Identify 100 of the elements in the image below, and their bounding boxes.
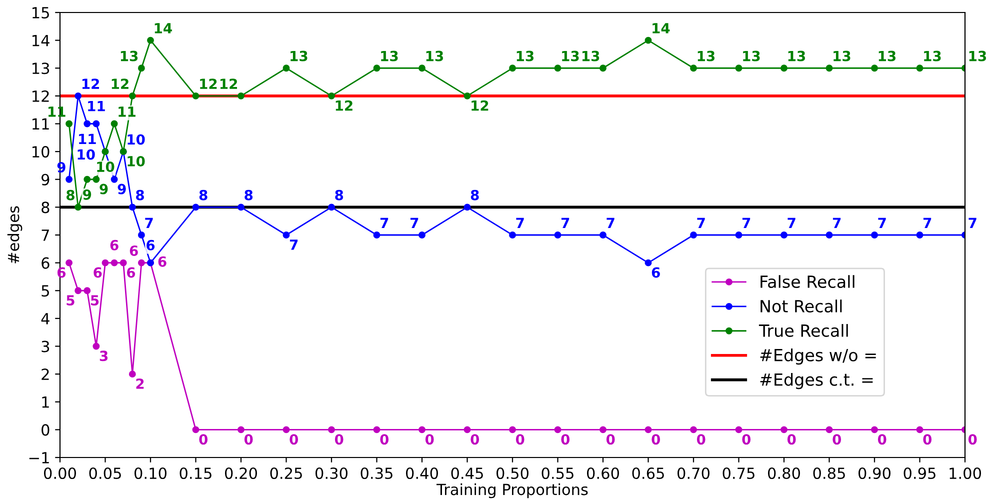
data-label: 12 <box>336 100 352 111</box>
legend-label: True Recall <box>758 324 848 337</box>
x-axis-title: Training Proportions <box>436 483 588 498</box>
point <box>282 232 290 238</box>
data-label: 10 <box>128 134 145 145</box>
point <box>916 426 924 434</box>
point <box>509 64 516 72</box>
point <box>238 204 244 211</box>
point <box>780 426 788 434</box>
point <box>418 232 426 238</box>
point <box>110 259 118 266</box>
point <box>871 64 878 72</box>
data-label: 7 <box>968 218 976 228</box>
data-label: 0 <box>561 434 570 445</box>
y-tick-label: 12 <box>32 90 49 102</box>
data-label: 5 <box>66 295 74 306</box>
data-label: 6 <box>126 267 136 278</box>
data-label: 8 <box>66 190 74 200</box>
data-label: 2 <box>136 378 144 389</box>
data-label: 13 <box>969 50 986 62</box>
y-tick-label: 10 <box>32 146 50 158</box>
data-label: 9 <box>100 184 108 194</box>
data-label: 7 <box>697 218 705 228</box>
legend-label: False Recall <box>760 275 854 288</box>
point <box>916 232 924 238</box>
point <box>138 259 145 266</box>
data-label: 8 <box>470 190 479 200</box>
y-tick-label: 13 <box>32 62 50 74</box>
y-tick-label: 14 <box>32 34 50 46</box>
data-label: 0 <box>244 434 253 445</box>
data-label: 13 <box>120 50 138 62</box>
data-label: 13 <box>426 50 443 62</box>
point <box>600 426 606 434</box>
data-label: 13 <box>516 50 534 62</box>
point <box>74 287 82 294</box>
point <box>84 120 91 128</box>
y-tick-label: 8 <box>42 202 50 214</box>
x-tick-label: 0.50 <box>496 467 528 480</box>
data-label: 13 <box>582 50 600 62</box>
point <box>690 232 697 238</box>
point <box>74 204 82 211</box>
data-label: 7 <box>878 218 886 228</box>
point <box>509 426 516 434</box>
data-label: 3 <box>100 350 108 362</box>
data-label: 0 <box>425 434 434 445</box>
x-tick-label: 0.25 <box>270 467 302 480</box>
data-label: 7 <box>742 218 750 228</box>
data-label: 6 <box>158 256 166 267</box>
data-label: 7 <box>923 218 932 228</box>
y-tick-label: 7 <box>42 230 49 241</box>
y-tick-label: 1 <box>42 396 49 408</box>
point <box>690 426 697 434</box>
data-label: 7 <box>606 218 614 228</box>
data-label: 13 <box>290 50 308 62</box>
point <box>128 92 136 100</box>
point <box>66 259 73 266</box>
point <box>110 120 118 128</box>
x-tick-label: 0.40 <box>406 467 438 480</box>
point <box>600 232 606 238</box>
x-tick-label: 0.80 <box>768 467 800 480</box>
legend-label: #Edges w/o = <box>760 348 876 365</box>
x-tick-label: 0.75 <box>722 467 754 480</box>
data-label: 8 <box>335 190 344 200</box>
x-tick-label: 0.90 <box>858 467 890 480</box>
point <box>826 64 833 72</box>
point <box>690 64 697 72</box>
data-label: 12 <box>472 100 488 111</box>
point <box>735 64 742 72</box>
data-label: 6 <box>652 267 660 278</box>
point <box>238 92 244 100</box>
data-label: 13 <box>562 50 579 62</box>
point <box>102 259 109 266</box>
point <box>128 204 136 211</box>
point <box>147 36 154 44</box>
data-label: 13 <box>698 50 714 62</box>
x-tick-label: 0.60 <box>587 467 619 480</box>
point <box>644 259 652 266</box>
point <box>554 232 562 238</box>
point <box>916 64 924 72</box>
data-label: 0 <box>923 434 932 445</box>
point <box>509 232 516 238</box>
data-label: 8 <box>244 190 253 200</box>
data-label: 0 <box>968 434 977 445</box>
data-label: 7 <box>561 218 570 228</box>
point <box>464 92 471 100</box>
x-tick-label: 0.05 <box>89 467 121 480</box>
point <box>871 426 878 434</box>
x-tick-label: 1.00 <box>950 467 981 480</box>
y-axis-title: #edges <box>7 206 22 264</box>
data-label: 12 <box>220 78 238 89</box>
data-label: 13 <box>788 50 805 62</box>
point <box>735 232 742 238</box>
data-label: 7 <box>410 218 418 228</box>
point <box>554 64 562 72</box>
point <box>418 64 426 72</box>
data-label: 12 <box>200 78 217 89</box>
y-tick-label: 5 <box>42 285 49 297</box>
point <box>780 232 788 238</box>
point <box>282 64 290 72</box>
data-label: 0 <box>742 434 751 445</box>
